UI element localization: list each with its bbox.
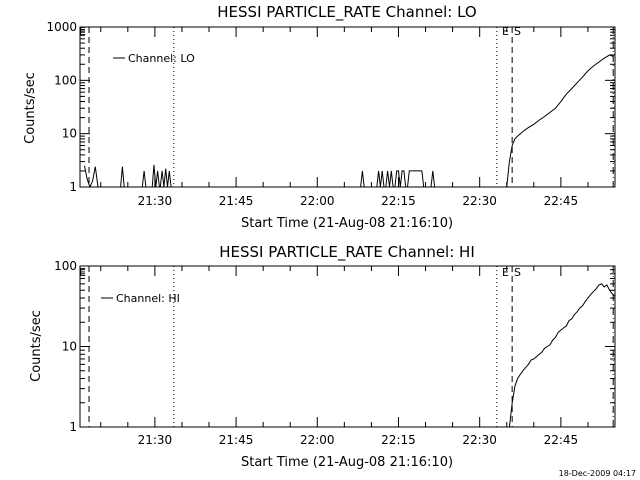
y-tick-label: 10	[62, 127, 77, 141]
series-line-segment	[120, 166, 125, 188]
legend-label: Channel: HI	[116, 292, 180, 305]
series-line-segment	[159, 168, 172, 188]
plot-frame	[79, 26, 616, 188]
legend-label: Channel: LO	[128, 52, 195, 65]
x-tick-label: 22:30	[462, 433, 497, 447]
x-tick-label: 21:45	[219, 433, 254, 447]
flag-label-e: E	[502, 266, 509, 279]
chart-title: HESSI PARTICLE_RATE Channel: HI	[219, 243, 475, 262]
y-axis-label: Counts/sec	[29, 310, 44, 382]
legend: Channel: HI	[101, 292, 180, 305]
y-tick-label: 1000	[46, 20, 77, 34]
series-line-segment	[506, 54, 614, 188]
series-line-segment	[360, 170, 365, 188]
x-tick-label: 22:00	[300, 194, 335, 208]
flag-label-s: S	[514, 25, 521, 38]
series-line-segment	[508, 283, 616, 428]
x-tick-label: 21:30	[138, 194, 173, 208]
x-tick-label: 22:45	[544, 194, 579, 208]
flag-label-e: E	[502, 25, 509, 38]
series-line-segment	[394, 170, 407, 188]
chart-panel-lo: HESSI PARTICLE_RATE Channel: LO Start Ti…	[23, 3, 616, 231]
series-line-segment	[376, 170, 385, 188]
x-tick-label: 22:15	[381, 194, 416, 208]
y-tick-label: 100	[54, 259, 77, 273]
x-tick-label: 22:15	[381, 433, 416, 447]
x-tick-label: 22:30	[462, 194, 497, 208]
flag-label-left: E	[79, 266, 86, 279]
x-tick-label: 22:00	[300, 433, 335, 447]
x-axis-label: Start Time (21-Aug-08 21:16:10)	[241, 455, 453, 470]
series-line-segment	[151, 164, 160, 188]
chart-panel-hi: HESSI PARTICLE_RATE Channel: HI Start Ti…	[29, 243, 616, 470]
flag-label-s: S	[514, 266, 521, 279]
y-tick-label: 1	[69, 420, 77, 434]
plot-frame	[79, 265, 616, 428]
x-tick-label: 21:45	[219, 194, 254, 208]
series-line-segment	[430, 170, 436, 188]
x-tick-label: 21:30	[138, 433, 173, 447]
series-line-segment	[84, 165, 99, 189]
flag-label-left: E	[79, 25, 86, 38]
y-tick-label: 100	[54, 73, 77, 87]
legend: Channel: LO	[113, 52, 195, 65]
x-tick-label: 22:45	[544, 433, 579, 447]
chart-title: HESSI PARTICLE_RATE Channel: LO	[217, 3, 476, 22]
series-line-segment	[407, 170, 425, 188]
y-tick-label: 10	[62, 340, 77, 354]
generation-timestamp: 18-Dec-2009 04:17	[559, 469, 636, 478]
x-axis-label: Start Time (21-Aug-08 21:16:10)	[241, 216, 453, 231]
y-tick-label: 1	[69, 180, 77, 194]
series-line-segment	[385, 170, 394, 188]
series-line-segment	[141, 170, 147, 188]
y-axis-label: Counts/sec	[23, 72, 38, 144]
